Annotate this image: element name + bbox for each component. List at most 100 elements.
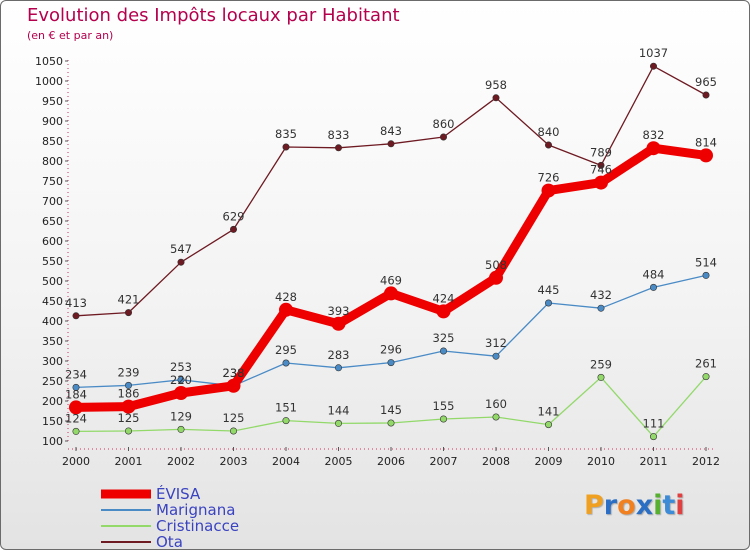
data-label-marignana: 239: [118, 365, 140, 379]
y-tick-label: 600: [42, 235, 63, 248]
proxiti-logo: Proxiti: [584, 490, 685, 521]
data-label-marignana: 514: [695, 255, 717, 269]
data-label-marignana: 234: [65, 367, 87, 381]
data-label-ota: 843: [380, 124, 402, 138]
data-label-evisa: 508: [485, 258, 507, 272]
data-point-marignana: [282, 359, 290, 367]
data-label-ota: 1037: [639, 46, 668, 60]
y-tick-label: 350: [42, 335, 63, 348]
x-tick-label: 2006: [377, 455, 405, 468]
data-point-cristinacce: [702, 373, 710, 381]
y-axis: 100 150 200 250 300 350 400 450 500 550 600 650 700 7…: [35, 55, 69, 448]
data-label-evisa: 814: [695, 135, 717, 149]
data-label-cristinacce: 155: [433, 399, 455, 413]
data-point-ota: [125, 309, 133, 317]
data-point-cristinacce: [230, 427, 238, 435]
y-tick-label: 150: [42, 415, 63, 428]
data-label-marignana: 283: [328, 348, 350, 362]
data-point-marignana: [125, 381, 133, 389]
data-point-ota: [439, 133, 447, 141]
data-point-ota: [230, 225, 238, 233]
x-tick-label: 2009: [535, 455, 563, 468]
x-tick-label: 2001: [115, 455, 143, 468]
data-label-ota: 840: [538, 125, 560, 139]
data-point-evisa: [331, 316, 346, 331]
data-label-cristinacce: 124: [65, 411, 87, 425]
data-point-ota: [544, 141, 552, 149]
data-label-cristinacce: 259: [590, 357, 612, 371]
legend-label-marignana: Marignana: [156, 501, 235, 519]
y-tick-label: 1000: [35, 75, 63, 88]
data-label-evisa: 186: [118, 387, 140, 401]
data-label-cristinacce: 160: [485, 397, 507, 411]
data-label-ota: 547: [170, 242, 192, 256]
data-label-evisa: 238: [223, 366, 245, 380]
data-point-cristinacce: [177, 425, 185, 433]
y-tick-label: 800: [42, 155, 63, 168]
data-point-marignana: [334, 364, 342, 372]
data-point-evisa: [174, 386, 188, 400]
data-point-evisa: [699, 148, 713, 163]
data-label-marignana: 445: [538, 283, 560, 297]
data-point-marignana: [597, 304, 605, 312]
data-point-marignana: [544, 299, 552, 307]
data-point-marignana: [387, 359, 395, 367]
data-label-evisa: 469: [380, 273, 402, 287]
data-point-marignana: [439, 347, 447, 355]
logo-letter: x: [635, 490, 654, 521]
data-point-evisa: [384, 286, 398, 301]
data-label-ota: 789: [590, 145, 612, 159]
data-label-evisa: 424: [433, 291, 455, 305]
data-point-cristinacce: [492, 413, 500, 421]
logo-letter: i: [653, 490, 663, 521]
series-layer: [69, 62, 713, 441]
x-tick-label: 2005: [325, 455, 353, 468]
legend-label-evisa: ÉVISA: [156, 484, 201, 503]
data-point-evisa: [121, 399, 136, 414]
chart-subtitle: (en € et par an): [27, 29, 114, 42]
data-label-cristinacce: 111: [643, 417, 665, 431]
data-point-evisa: [489, 270, 503, 285]
data-label-marignana: 296: [380, 343, 402, 357]
data-point-evisa: [279, 302, 293, 317]
data-point-marignana: [702, 271, 710, 279]
y-tick-label: 450: [42, 295, 63, 308]
data-label-cristinacce: 151: [275, 401, 297, 415]
data-point-marignana: [649, 283, 657, 291]
data-label-cristinacce: 141: [538, 405, 560, 419]
data-label-marignana: 432: [590, 288, 612, 302]
data-label-cristinacce: 145: [380, 403, 402, 417]
x-tick-label: 2002: [167, 455, 195, 468]
data-label-ota: 965: [695, 75, 717, 89]
data-point-cristinacce: [544, 421, 552, 429]
y-tick-label: 750: [42, 175, 63, 188]
data-label-evisa: 832: [643, 128, 665, 142]
data-label-ota: 860: [433, 117, 455, 131]
logo-letter: t: [662, 490, 676, 521]
data-label-evisa: 393: [328, 304, 350, 318]
y-tick-label: 950: [42, 95, 63, 108]
x-axis: 2000 2001 2002 2003 2004 2005 2006 2007 2008 2009…: [62, 447, 720, 468]
x-tick-label: 2010: [587, 455, 615, 468]
data-label-marignana: 484: [643, 267, 665, 281]
y-tick-label: 500: [42, 275, 63, 288]
data-point-evisa: [541, 183, 556, 198]
data-point-marignana: [72, 383, 80, 391]
x-tick-label: 2003: [220, 455, 248, 468]
logo-letter: r: [603, 490, 618, 521]
data-point-ota: [702, 91, 710, 99]
y-tick-label: 200: [42, 395, 63, 408]
y-tick-label: 700: [42, 195, 63, 208]
data-point-ota: [492, 94, 500, 102]
legend-label-ota: Ota: [156, 533, 183, 550]
data-point-cristinacce: [597, 373, 605, 381]
data-label-ota: 958: [485, 78, 507, 92]
data-label-ota: 629: [223, 209, 245, 223]
data-point-ota: [387, 140, 395, 148]
data-point-evisa: [226, 378, 241, 393]
data-point-ota: [334, 144, 342, 152]
x-tick-label: 2007: [430, 455, 458, 468]
data-label-marignana: 295: [275, 343, 297, 357]
